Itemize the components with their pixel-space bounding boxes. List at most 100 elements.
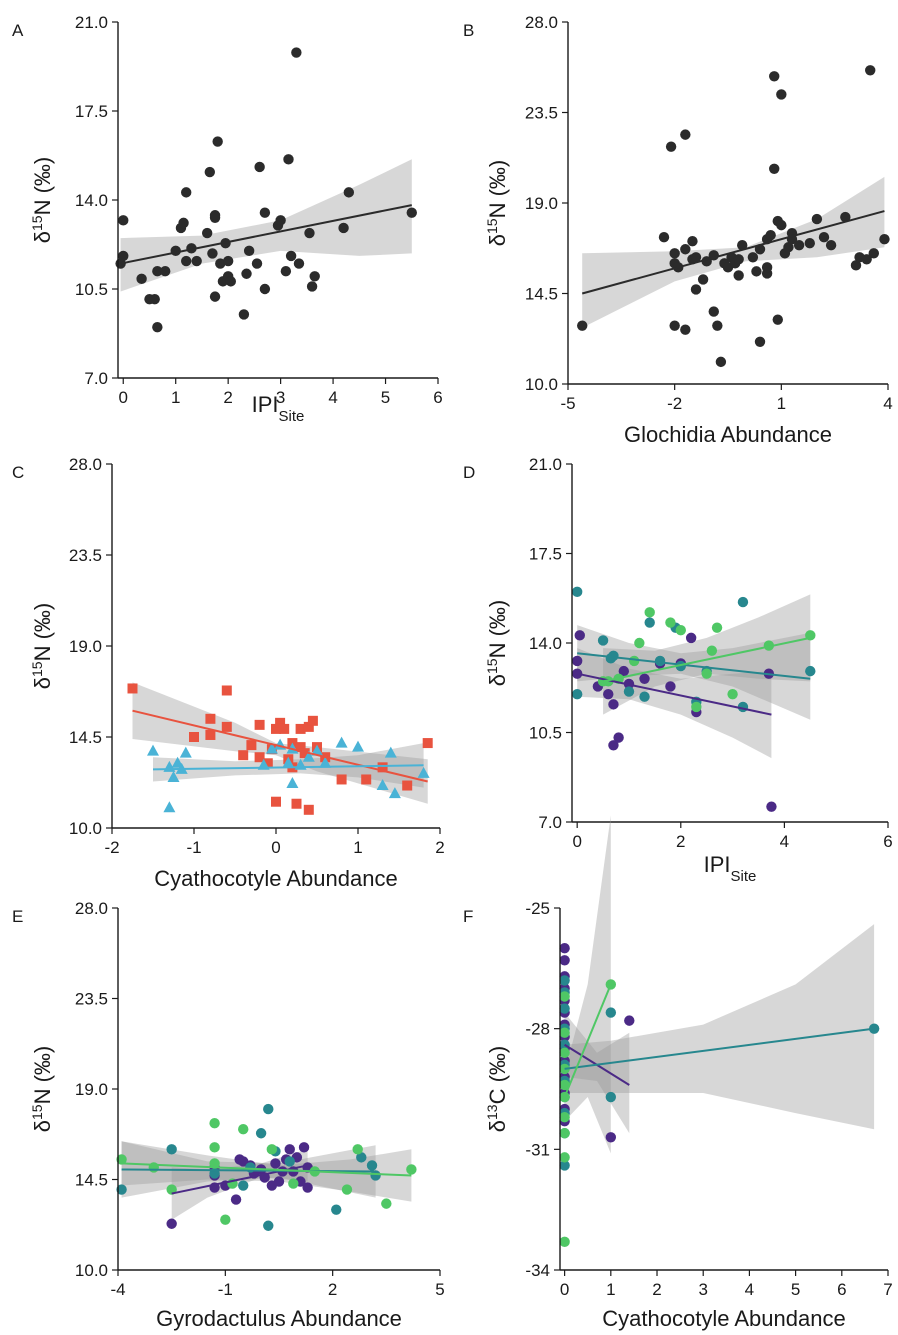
data-point bbox=[605, 1132, 617, 1143]
data-point bbox=[769, 71, 780, 82]
data-point bbox=[298, 1142, 310, 1153]
x-tick-label: 4 bbox=[780, 832, 789, 851]
y-axis-label-prefix: δ bbox=[30, 677, 55, 689]
y-axis-label-superscript: 15 bbox=[484, 218, 500, 234]
x-tick-label: 4 bbox=[883, 394, 892, 413]
data-point bbox=[207, 248, 218, 259]
y-axis-label: δ15N (‰) bbox=[29, 157, 55, 243]
data-point bbox=[341, 1184, 353, 1195]
x-tick-label: 2 bbox=[328, 1280, 337, 1299]
data-point bbox=[406, 207, 417, 218]
data-point bbox=[644, 617, 655, 628]
data-point bbox=[356, 1152, 367, 1163]
data-point bbox=[675, 625, 686, 636]
y-tick-label: 21.0 bbox=[75, 13, 108, 32]
data-point-triangle bbox=[384, 746, 397, 758]
confidence-band-teal bbox=[564, 924, 875, 1130]
confidence-band-purple bbox=[564, 1012, 630, 1134]
y-tick-label: 28.0 bbox=[69, 455, 102, 474]
data-point bbox=[701, 668, 712, 679]
data-point-square bbox=[262, 758, 273, 769]
y-tick-label: 28.0 bbox=[525, 13, 558, 32]
y-axis-label-prefix: δ bbox=[485, 674, 510, 686]
y-tick-label: 14.0 bbox=[75, 191, 108, 210]
data-point bbox=[763, 640, 775, 651]
data-point bbox=[712, 320, 723, 331]
data-point bbox=[230, 1194, 242, 1205]
data-point bbox=[241, 268, 252, 279]
data-point-square bbox=[254, 719, 265, 730]
data-point bbox=[559, 991, 570, 1002]
x-tick-label: 5 bbox=[435, 1280, 444, 1299]
data-point bbox=[772, 314, 783, 325]
y-axis-label-prefix: δ bbox=[30, 1120, 55, 1132]
data-point-square bbox=[299, 748, 310, 759]
data-point bbox=[118, 250, 129, 262]
y-tick-label: 14.0 bbox=[529, 634, 562, 653]
data-point bbox=[201, 227, 213, 239]
y-tick-label: 14.5 bbox=[75, 1171, 108, 1190]
data-point bbox=[574, 630, 585, 641]
confidence-band-teal bbox=[577, 625, 811, 720]
data-point bbox=[180, 255, 192, 267]
data-point bbox=[243, 245, 255, 257]
confidence-band-green bbox=[603, 594, 811, 715]
regression-line-red bbox=[132, 709, 428, 783]
data-point-square bbox=[271, 796, 281, 807]
data-point bbox=[118, 215, 129, 226]
x-tick-label: 6 bbox=[433, 388, 442, 407]
data-point bbox=[571, 586, 583, 598]
regression-line-black bbox=[581, 210, 885, 295]
x-tick-label: 2 bbox=[435, 838, 444, 857]
data-point bbox=[559, 1236, 570, 1248]
data-point bbox=[191, 255, 202, 267]
x-axis-label: Cyathocotyle Abundance bbox=[154, 866, 397, 891]
y-tick-label: -25 bbox=[525, 899, 550, 918]
panel-letter: F bbox=[463, 907, 473, 926]
regression-line-black bbox=[120, 204, 412, 265]
y-tick-label: 21.0 bbox=[529, 455, 562, 474]
x-tick-label: 1 bbox=[353, 838, 362, 857]
y-axis-label: δ15N (‰) bbox=[29, 603, 55, 689]
data-point bbox=[665, 617, 676, 628]
data-point-square bbox=[271, 723, 281, 734]
data-point-square bbox=[246, 740, 257, 751]
panel-d: D 7.0 10.5 14.0 17.5 21.0 0 2 4 6 δ15N (‰) IPISite bbox=[463, 455, 893, 885]
x-axis-label-main: IPI bbox=[704, 852, 731, 877]
y-tick-label: 10.5 bbox=[529, 724, 562, 743]
x-axis-label-main: Glochidia Abundance bbox=[624, 422, 832, 447]
data-point bbox=[266, 1144, 278, 1155]
data-point bbox=[766, 801, 777, 812]
data-point bbox=[204, 166, 216, 178]
y-axis-label-rest: N (‰) bbox=[485, 160, 510, 219]
data-point bbox=[687, 236, 698, 247]
data-point bbox=[238, 1180, 249, 1191]
data-point-triangle bbox=[302, 750, 315, 762]
data-point bbox=[669, 320, 680, 331]
x-tick-label: 2 bbox=[652, 1280, 661, 1299]
data-point bbox=[280, 266, 292, 277]
panel-f: F -34 -31 -28 -25 0 1 2 3 4 5 6 7 δ13C (‰) Cyathocotyl… bbox=[463, 815, 893, 1331]
data-point bbox=[180, 187, 192, 198]
y-axis-label-rest: C (‰) bbox=[485, 1046, 510, 1105]
data-point bbox=[136, 273, 147, 285]
data-point bbox=[284, 1156, 295, 1167]
data-point bbox=[577, 320, 588, 331]
panel-letter: B bbox=[463, 21, 474, 40]
data-point bbox=[818, 231, 830, 243]
data-point-square bbox=[336, 774, 347, 785]
data-point bbox=[273, 1176, 285, 1187]
data-point-square bbox=[221, 721, 232, 732]
data-point bbox=[209, 210, 221, 221]
x-axis-label-subscript: Site bbox=[279, 408, 305, 425]
y-tick-label: 23.5 bbox=[75, 990, 108, 1009]
data-point bbox=[166, 1218, 177, 1229]
data-point-square bbox=[205, 713, 216, 724]
y-axis-label-prefix: δ bbox=[485, 1120, 510, 1132]
data-point bbox=[706, 645, 718, 656]
data-point bbox=[259, 207, 271, 218]
data-point bbox=[381, 1198, 392, 1209]
panel-c: C 10.0 14.5 19.0 23.5 28.0 -2 -1 0 1 2 δ15N (‰) Cyat… bbox=[12, 455, 445, 891]
regression-line-green bbox=[121, 1162, 412, 1177]
